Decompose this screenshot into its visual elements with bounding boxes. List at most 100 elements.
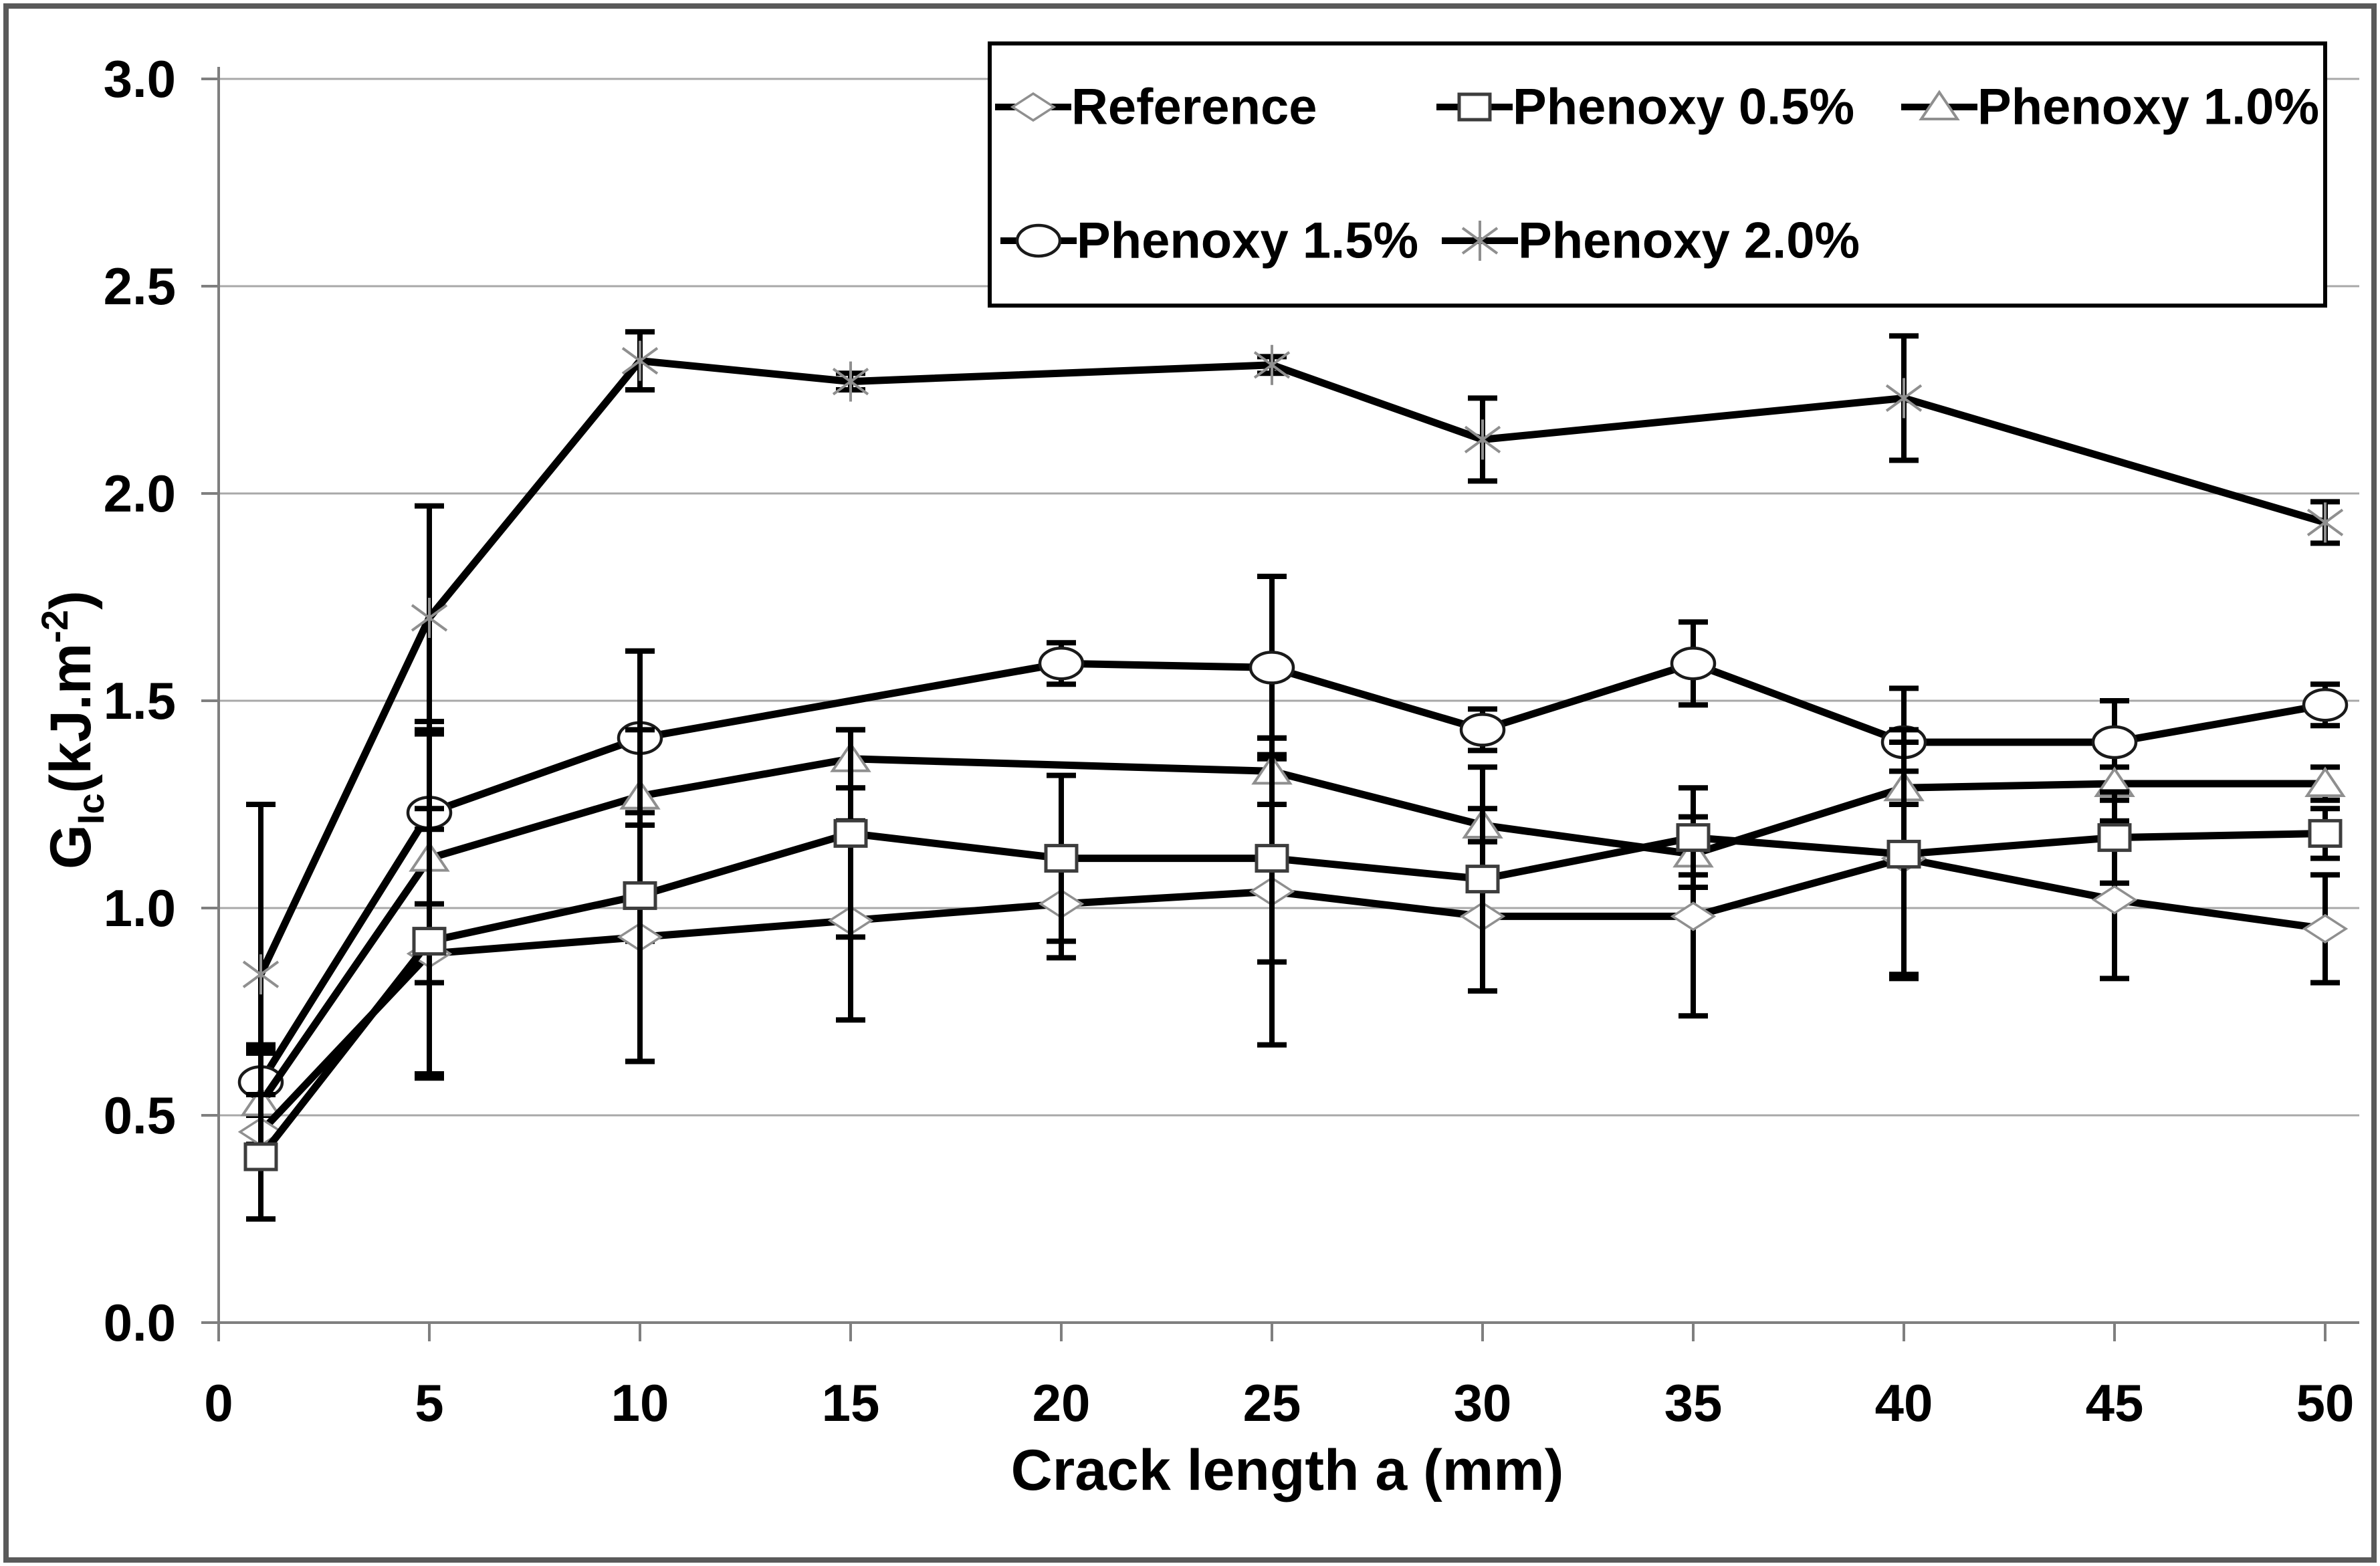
x-axis-title: Crack length a (mm): [1011, 1438, 1564, 1502]
square-icon: [1465, 865, 1500, 894]
square-marker: [2308, 818, 2343, 848]
series-phenoxy-0.5-: [243, 727, 2343, 1222]
asterisk-icon: [1253, 351, 1291, 379]
plot-area: 0.0 0.5 1.0 1.5 2.0 2.5 3.0 0 5 10 15 20 25 30 35 40 45 5…: [3, 3, 2377, 1563]
x-tick-label: 20: [1033, 1373, 1091, 1432]
square-icon: [833, 818, 868, 848]
circle-icon: [1459, 713, 1506, 747]
square-marker: [1886, 839, 1921, 869]
y-tick-label: 2.5: [104, 257, 176, 316]
series-reference: [237, 735, 2349, 1222]
asterisk-icon: [1885, 384, 1923, 413]
diamond-icon: [1010, 92, 1057, 122]
figure-border: [3, 3, 2377, 1563]
circle-icon: [1249, 651, 1295, 685]
x-tick-label: 45: [2086, 1373, 2144, 1432]
square-icon: [412, 927, 447, 956]
x-tick-label: 0: [204, 1373, 233, 1432]
x-tick-label: 30: [1454, 1373, 1512, 1432]
square-marker: [1676, 823, 1711, 853]
square-marker: [412, 927, 447, 956]
circle-icon: [2302, 687, 2349, 722]
triangle-marker: [2304, 766, 2346, 797]
legend-item-square: [1436, 92, 1513, 122]
asterisk-icon: [1461, 227, 1499, 255]
square-icon: [623, 881, 657, 910]
circle-marker: [1015, 223, 1062, 258]
series-phenoxy-2.0-: [242, 329, 2344, 1147]
legend-label-reference: Reference: [1071, 79, 1317, 136]
asterisk-icon: [242, 960, 280, 988]
series-line: [257, 755, 2325, 1105]
legend-label-phenoxy-1.0: Phenoxy 1.0%: [1977, 79, 2319, 136]
legend: [988, 41, 2327, 308]
series-phenoxy-1.0-: [240, 648, 2346, 1155]
square-icon: [1457, 92, 1492, 122]
asterisk-icon: [621, 346, 659, 375]
legend-box: [988, 41, 2327, 308]
circle-marker: [2091, 725, 2138, 760]
triangle-marker: [1919, 90, 1960, 120]
y-tick-label: 2.0: [104, 464, 176, 523]
triangle-icon: [1919, 90, 1960, 120]
series-line: [257, 356, 2327, 976]
triangle-icon: [2304, 766, 2346, 797]
square-marker: [1044, 844, 1079, 873]
diamond-marker: [2091, 885, 2138, 915]
asterisk-marker: [1253, 344, 1291, 385]
y-tick-label: 1.5: [104, 671, 176, 730]
diamond-icon: [1670, 901, 1717, 931]
y-tick-label: 0.0: [104, 1293, 176, 1352]
asterisk-marker: [1461, 221, 1499, 261]
legend-item-diamond: [995, 92, 1071, 122]
legend-label-phenoxy-1.5: Phenoxy 1.5%: [1077, 213, 1418, 269]
asterisk-marker: [2306, 502, 2344, 543]
x-tick-label: 5: [415, 1373, 443, 1432]
legend-label-phenoxy-2.0: Phenoxy 2.0%: [1518, 213, 1860, 269]
asterisk-icon: [411, 604, 448, 632]
y-tick-label: 3.0: [104, 49, 176, 108]
asterisk-icon: [2306, 508, 2344, 537]
square-icon: [1255, 844, 1289, 873]
series-line: [257, 659, 2326, 1085]
square-icon: [2097, 823, 2132, 853]
asterisk-marker: [1464, 419, 1501, 460]
y-tick-label: 0.5: [104, 1086, 176, 1145]
square-icon: [2308, 818, 2343, 848]
x-tick-label: 25: [1243, 1373, 1301, 1432]
x-tick-label: 10: [611, 1373, 669, 1432]
legend-label-phenoxy-0.5: Phenoxy 0.5%: [1513, 79, 1854, 136]
y-axis-title: GIc(kJ.m-2): [33, 590, 112, 869]
square-marker: [833, 818, 868, 848]
square-marker: [243, 1142, 278, 1171]
square-marker: [623, 881, 657, 910]
square-icon: [1044, 844, 1079, 873]
x-tick-label: 15: [822, 1373, 880, 1432]
asterisk-icon: [832, 367, 869, 396]
asterisk-marker: [832, 361, 869, 402]
circle-marker: [1249, 651, 1295, 685]
circle-icon: [1015, 223, 1062, 258]
circle-marker: [1038, 646, 1085, 681]
asterisk-marker: [621, 340, 659, 381]
square-icon: [1676, 823, 1711, 853]
diamond-marker: [1010, 92, 1057, 122]
series-line: [258, 854, 2326, 1135]
asterisk-marker: [242, 954, 280, 995]
circle-marker: [2302, 687, 2349, 722]
legend-item-asterisk: [1442, 221, 1518, 261]
circle-icon: [2091, 725, 2138, 760]
circle-icon: [1038, 646, 1085, 681]
square-marker: [1457, 92, 1492, 122]
asterisk-icon: [1464, 425, 1501, 454]
diamond-icon: [2302, 913, 2349, 944]
circle-marker: [1459, 713, 1506, 747]
legend-item-circle: [1000, 223, 1077, 258]
asterisk-marker: [1885, 378, 1923, 419]
square-icon: [243, 1142, 278, 1171]
x-tick-label: 35: [1664, 1373, 1723, 1432]
diamond-icon: [2091, 885, 2138, 915]
y-axis-title-group: GIc(kJ.m-2): [33, 590, 112, 869]
square-icon: [1886, 839, 1921, 869]
